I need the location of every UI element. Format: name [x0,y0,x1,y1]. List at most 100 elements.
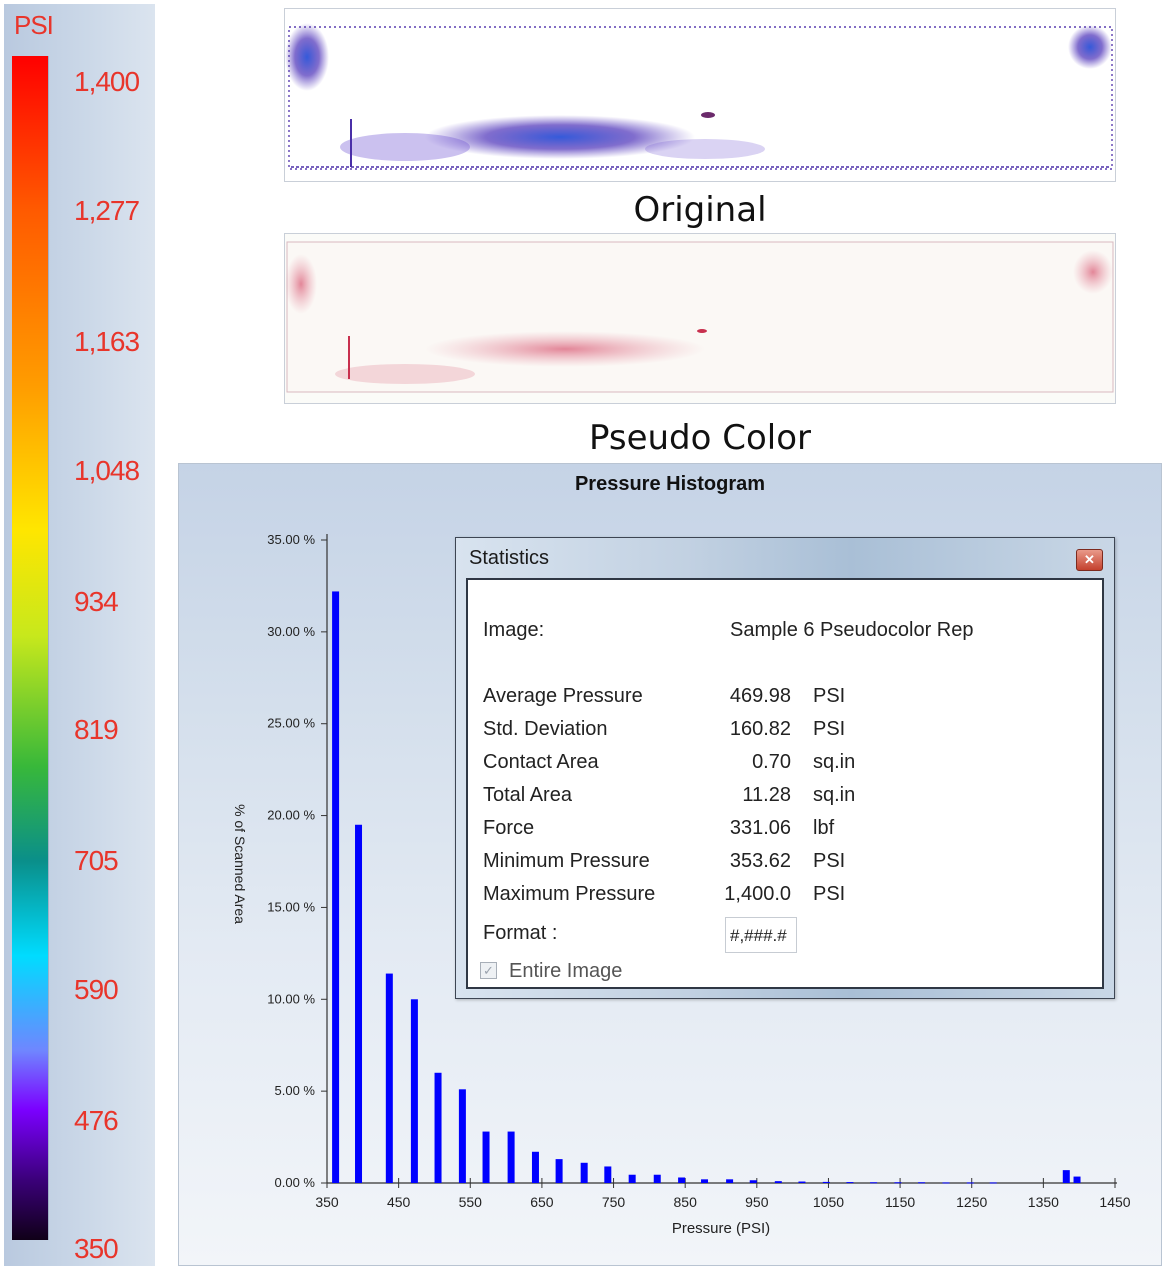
histogram-bar [894,1182,902,1184]
x-tick-label: 550 [459,1194,483,1210]
y-tick-label: 5.00 % [275,1083,316,1098]
x-tick-label: 1250 [956,1194,987,1210]
y-tick-label: 0.00 % [275,1175,316,1190]
histogram-bar [678,1177,686,1183]
histogram-bar [1062,1170,1070,1183]
stat-label: Minimum Pressure [483,850,650,872]
x-tick-label: 950 [745,1194,769,1210]
scale-tick-label: 819 [74,714,119,745]
stat-unit: PSI [813,850,846,872]
histogram-bar [653,1174,661,1183]
stat-label: Contact Area [483,751,599,773]
y-tick-label: 15.00 % [267,899,315,914]
stat-label: Maximum Pressure [483,883,656,905]
histogram-bar [458,1089,466,1183]
histogram-bar [555,1159,563,1183]
scale-tick-label: 1,048 [74,455,140,486]
y-tick-label: 35.00 % [267,532,315,547]
stat-value: 11.28 [742,784,791,806]
scale-tick-label: 1,163 [74,326,140,357]
histogram-bar [846,1182,854,1184]
x-tick-label: 750 [602,1194,626,1210]
pseudo-color-caption: Pseudo Color [588,418,812,458]
histogram-bar [628,1174,636,1183]
image-label: Image: [483,619,545,641]
histogram-bar [942,1182,950,1184]
histogram-bar [1073,1176,1081,1183]
scale-tick-label: 590 [74,974,119,1005]
histogram-bar [385,973,393,1183]
histogram-bar [434,1072,442,1183]
x-tick-label: 450 [387,1194,411,1210]
y-axis-title: % of Scanned Area [232,804,248,924]
x-tick-label: 1050 [813,1194,844,1210]
histogram-bar [726,1179,734,1183]
scale-tick-label: 1,277 [74,195,140,226]
histogram-title: Pressure Histogram [574,473,766,495]
histogram-bar [355,824,363,1183]
statistics-content: Image: Sample 6 Pseudocolor Rep Average … [466,578,1104,989]
stat-label: Average Pressure [483,685,643,707]
stat-value: 353.62 [729,850,791,872]
entire-image-checkbox[interactable]: ✓ [480,962,497,979]
histogram-bar [918,1182,926,1184]
histogram-bar [410,999,418,1183]
stat-label: Std. Deviation [483,718,608,740]
histogram-bar [966,1182,974,1184]
y-tick-label: 20.00 % [267,808,315,823]
y-tick-label: 25.00 % [267,716,315,731]
stat-label: Force [483,817,535,839]
histogram-bar [701,1179,709,1183]
histogram-bar [507,1131,515,1183]
stat-unit: PSI [813,685,846,707]
original-scan-image [284,8,1116,182]
stat-value: 1,400.0 [724,883,791,905]
stat-unit: PSI [813,883,846,905]
pressure-color-scale: PSI 1,400 1,277 1,163 1,048 934 819 705 … [4,4,155,1266]
stat-unit: sq.in [813,784,856,806]
x-tick-label: 1350 [1028,1194,1059,1210]
x-tick-label: 850 [674,1194,698,1210]
close-icon[interactable]: ✕ [1076,549,1103,571]
histogram-bar [482,1131,490,1183]
stat-value: 0.70 [752,751,791,773]
entire-image-label: Entire Image [509,960,623,982]
stat-unit: PSI [813,718,846,740]
histogram-bar [870,1182,878,1184]
histogram-bar [749,1180,757,1183]
histogram-chart: 0.00 % 5.00 % 10.00 % 15.00 % 20.00 % 25.00 %… [232,532,1131,1237]
y-tick-label: 10.00 % [267,991,315,1006]
x-tick-label: 1450 [1099,1194,1130,1210]
histogram-bar [798,1181,806,1183]
histogram-bar [580,1162,588,1183]
x-tick-label: 1150 [885,1194,915,1210]
scale-tick-label: 350 [74,1233,119,1264]
stat-unit: sq.in [813,751,856,773]
scale-tick-label: 476 [74,1105,119,1136]
scale-tick-label: 1,400 [74,66,140,97]
pseudo-color-scan-image [284,233,1116,404]
histogram-bar [531,1151,539,1183]
dialog-title: Statistics [469,547,550,569]
histogram-bar [822,1181,830,1183]
format-label: Format : [483,922,558,944]
x-axis-title: Pressure (PSI) [672,1220,770,1237]
color-gradient-bar [12,56,49,1240]
stat-unit: lbf [813,817,835,839]
y-tick-label: 30.00 % [267,624,315,639]
stat-value: 160.82 [729,718,791,740]
scale-tick-label: 934 [74,586,119,617]
pseudo-scan-drawing [285,241,1114,393]
image-value: Sample 6 Pseudocolor Rep [730,619,974,641]
scale-unit-label: PSI [14,10,54,40]
stat-label: Total Area [483,784,572,806]
stat-value: 469.98 [729,685,791,707]
format-input[interactable]: #,###.# [725,917,797,953]
stat-value: 331.06 [729,817,791,839]
histogram-bar [332,591,340,1183]
statistics-dialog: Statistics ✕ Image: Sample 6 Pseudocolor… [455,537,1115,999]
scale-tick-label: 705 [74,845,119,876]
x-tick-label: 350 [315,1194,339,1210]
histogram-bar [774,1181,782,1183]
x-tick-label: 650 [530,1194,554,1210]
